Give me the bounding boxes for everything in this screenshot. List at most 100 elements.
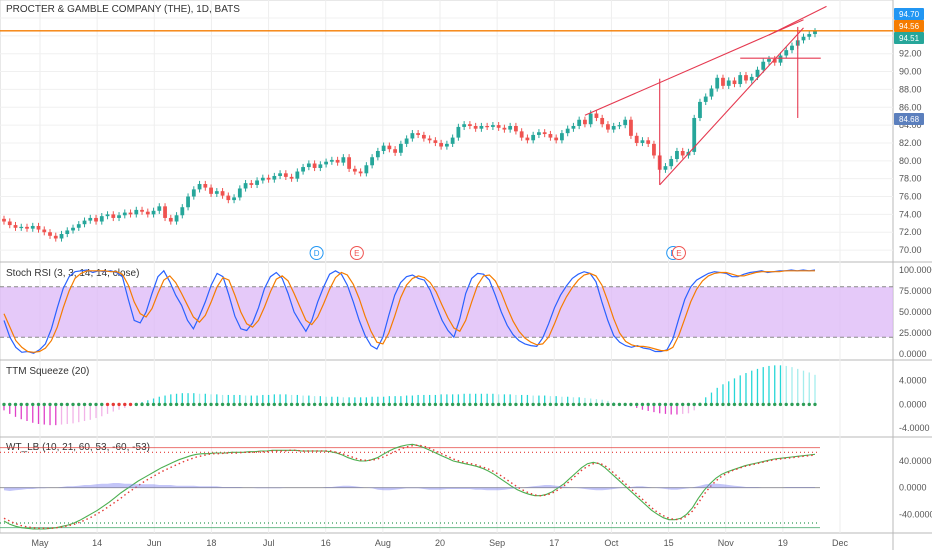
- candle-body[interactable]: [617, 125, 622, 127]
- candle-body[interactable]: [772, 59, 777, 63]
- candle-body[interactable]: [117, 215, 121, 218]
- candle-body[interactable]: [157, 206, 162, 211]
- candle-body[interactable]: [749, 76, 754, 81]
- candle-body[interactable]: [404, 138, 409, 144]
- candle-body[interactable]: [514, 126, 518, 132]
- candle-body[interactable]: [48, 232, 52, 236]
- candle-body[interactable]: [433, 140, 438, 143]
- candle-body[interactable]: [111, 214, 116, 218]
- candle-body[interactable]: [19, 226, 24, 229]
- candle-body[interactable]: [508, 126, 513, 130]
- candle-body[interactable]: [375, 150, 380, 158]
- candle-body[interactable]: [214, 191, 219, 194]
- candle-body[interactable]: [25, 226, 29, 229]
- candle-body[interactable]: [531, 134, 536, 141]
- candle-body[interactable]: [790, 45, 794, 51]
- price-pane[interactable]: PROCTER & GAMBLE COMPANY (THE), 1D, BATS…: [0, 4, 893, 260]
- candle-body[interactable]: [352, 168, 357, 172]
- candle-body[interactable]: [444, 143, 449, 147]
- candle-body[interactable]: [209, 187, 213, 194]
- candle-body[interactable]: [140, 209, 144, 212]
- candle-body[interactable]: [577, 119, 582, 127]
- candle-body[interactable]: [105, 214, 110, 217]
- candle-body[interactable]: [496, 125, 501, 128]
- candle-body[interactable]: [266, 177, 271, 180]
- candle-body[interactable]: [473, 126, 478, 129]
- ttm-squeeze-pane[interactable]: TTM Squeeze (20): [2, 365, 817, 426]
- trendline-lower[interactable]: [659, 27, 804, 186]
- candle-body[interactable]: [732, 80, 737, 85]
- candle-body[interactable]: [675, 150, 679, 160]
- candle-body[interactable]: [278, 173, 282, 176]
- candle-body[interactable]: [416, 133, 421, 135]
- candle-body[interactable]: [2, 218, 6, 222]
- candle-body[interactable]: [634, 135, 639, 143]
- candle-body[interactable]: [801, 36, 806, 41]
- candle-body[interactable]: [324, 161, 328, 165]
- candle-body[interactable]: [427, 138, 432, 141]
- candle-body[interactable]: [744, 75, 748, 81]
- candle-body[interactable]: [186, 196, 190, 208]
- candle-body[interactable]: [30, 225, 35, 229]
- candle-body[interactable]: [646, 140, 651, 144]
- candle-body[interactable]: [565, 128, 570, 134]
- candle-body[interactable]: [312, 163, 317, 168]
- candle-body[interactable]: [778, 55, 783, 63]
- candle-body[interactable]: [36, 225, 41, 230]
- candle-body[interactable]: [381, 145, 386, 151]
- candle-body[interactable]: [13, 225, 18, 228]
- candle-body[interactable]: [88, 217, 93, 221]
- candle-body[interactable]: [640, 140, 645, 143]
- candle-body[interactable]: [784, 50, 789, 56]
- candle-body[interactable]: [163, 206, 167, 218]
- candle-body[interactable]: [623, 119, 628, 126]
- candle-body[interactable]: [191, 189, 196, 197]
- candle-body[interactable]: [721, 77, 725, 86]
- candle-body[interactable]: [519, 131, 524, 138]
- candle-body[interactable]: [548, 134, 553, 138]
- candle-body[interactable]: [491, 125, 495, 127]
- candle-body[interactable]: [629, 119, 633, 136]
- candle-body[interactable]: [692, 117, 697, 152]
- candle-body[interactable]: [611, 126, 616, 130]
- candle-body[interactable]: [203, 184, 208, 188]
- candle-body[interactable]: [145, 211, 150, 215]
- event-marker[interactable]: [671, 246, 686, 260]
- candle-body[interactable]: [421, 134, 426, 139]
- candle-body[interactable]: [410, 133, 415, 139]
- candle-body[interactable]: [174, 215, 179, 222]
- candle-body[interactable]: [71, 227, 75, 231]
- wt1-line[interactable]: [3, 443, 816, 530]
- candle-body[interactable]: [370, 157, 375, 166]
- price-axis[interactable]: 96.0094.0092.0090.0088.0086.0084.0082.00…: [894, 8, 932, 519]
- event-marker[interactable]: [349, 246, 364, 260]
- candle-body[interactable]: [703, 96, 708, 102]
- candle-body[interactable]: [168, 217, 173, 222]
- candle-body[interactable]: [462, 124, 467, 127]
- candle-body[interactable]: [398, 143, 403, 153]
- trendline-upper[interactable]: [584, 19, 804, 116]
- trendline-extension[interactable]: [768, 5, 827, 36]
- candle-body[interactable]: [715, 77, 720, 89]
- candle-body[interactable]: [220, 191, 225, 196]
- candle-body[interactable]: [295, 171, 300, 179]
- candle-body[interactable]: [663, 166, 668, 170]
- candle-body[interactable]: [59, 234, 64, 239]
- candle-body[interactable]: [669, 159, 674, 167]
- candle-body[interactable]: [698, 101, 702, 118]
- candle-body[interactable]: [76, 224, 81, 228]
- candle-body[interactable]: [329, 159, 334, 162]
- candle-body[interactable]: [525, 137, 530, 141]
- candle-body[interactable]: [318, 164, 323, 168]
- event-marker[interactable]: [309, 246, 324, 260]
- candle-body[interactable]: [807, 34, 812, 37]
- candle-body[interactable]: [237, 188, 242, 198]
- stoch-k-line[interactable]: [3, 269, 816, 354]
- stoch-rsi-pane[interactable]: Stoch RSI (3, 3, 14, 14, close): [0, 268, 893, 354]
- candle-body[interactable]: [65, 230, 70, 235]
- wt2-line[interactable]: [3, 444, 816, 529]
- candle-body[interactable]: [289, 176, 294, 179]
- candle-body[interactable]: [347, 157, 352, 169]
- candle-body[interactable]: [53, 235, 58, 239]
- time-axis[interactable]: May 14 Jun 18 Jul 16 Aug 20 Sep 17 Oct 15 Nov 19 Dec: [31, 538, 848, 548]
